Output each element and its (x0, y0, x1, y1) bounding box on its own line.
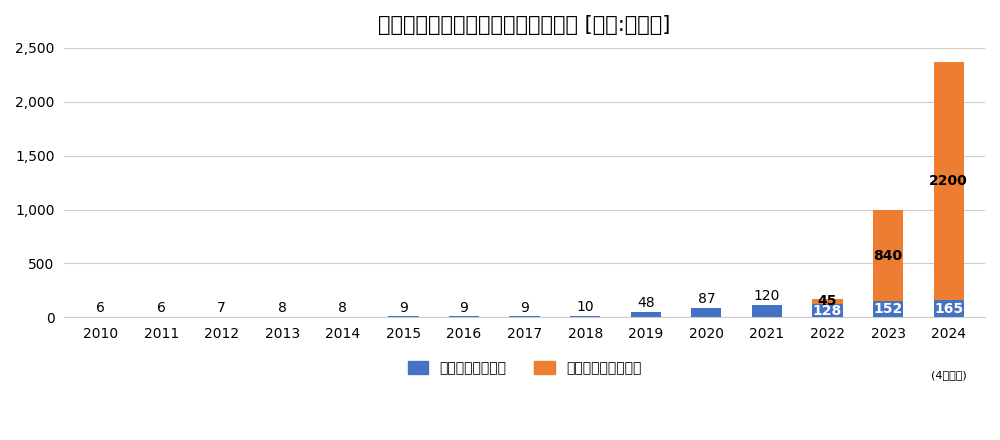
Bar (934, 62, 964, 300)
Text: 9: 9 (399, 301, 408, 315)
Text: (4月現在): (4月現在) (931, 370, 967, 380)
Text: 8: 8 (278, 301, 287, 315)
Bar (873, 210, 903, 301)
Text: 165: 165 (934, 301, 963, 315)
Text: 48: 48 (637, 296, 655, 310)
Bar (691, 308, 721, 317)
Text: 9: 9 (520, 301, 529, 315)
Bar (509, 316, 540, 317)
Text: 128: 128 (813, 304, 842, 318)
Text: 7: 7 (217, 301, 226, 315)
Text: 2200: 2200 (929, 174, 968, 188)
Text: 840: 840 (874, 249, 903, 263)
Text: 6: 6 (157, 301, 166, 315)
Title: カウネットの総取り扱い品番数推移 [単位:万品番]: カウネットの総取り扱い品番数推移 [単位:万品番] (378, 15, 671, 35)
Text: 45: 45 (818, 294, 837, 308)
Bar (631, 312, 661, 317)
Bar (812, 304, 843, 317)
Text: 6: 6 (96, 301, 105, 315)
Bar (873, 301, 903, 317)
Text: 10: 10 (576, 301, 594, 315)
Bar (812, 299, 843, 304)
Text: 87: 87 (698, 292, 715, 306)
Bar (449, 316, 479, 317)
Text: 9: 9 (460, 301, 468, 315)
Bar (752, 304, 782, 317)
Legend: 自社取り扱い品番, 他社サイト連携品番: 自社取り扱い品番, 他社サイト連携品番 (402, 356, 647, 381)
Text: 152: 152 (873, 302, 903, 316)
Bar (934, 300, 964, 317)
Bar (388, 316, 419, 317)
Text: 8: 8 (338, 301, 347, 315)
Text: 120: 120 (754, 289, 780, 303)
Bar (570, 316, 600, 317)
